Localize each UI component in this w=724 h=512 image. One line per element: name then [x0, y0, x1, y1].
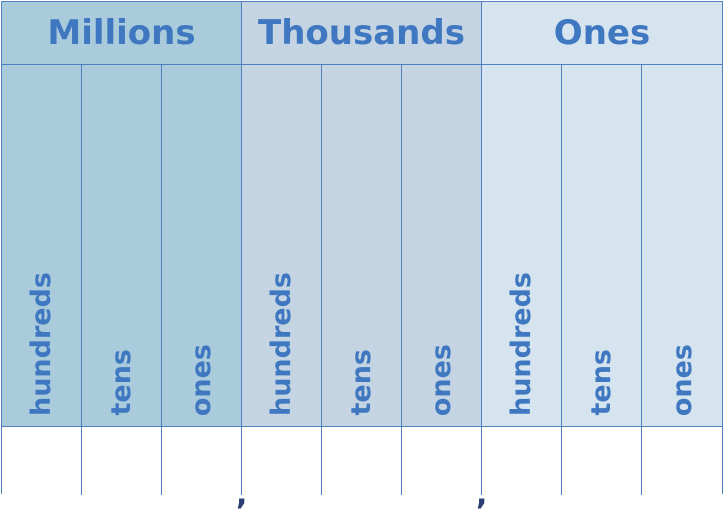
place-column-millions-tens: tens [82, 65, 162, 427]
place-value-chart: Millions Thousands Ones hundreds tens ones hun… [1, 1, 723, 495]
digit-box[interactable] [402, 427, 482, 495]
period-header-millions: Millions [2, 2, 242, 65]
digit-box[interactable] [162, 427, 242, 495]
place-column-thousands-ones: ones [402, 65, 482, 427]
place-column-thousands-hundreds: hundreds [242, 65, 322, 427]
millions-comma: , [236, 477, 248, 512]
place-label: hundreds [266, 271, 297, 416]
digit-box[interactable] [642, 427, 722, 495]
place-label: ones [426, 343, 457, 416]
digit-box[interactable] [562, 427, 642, 495]
thousands-comma: , [476, 477, 488, 512]
digit-box[interactable] [82, 427, 162, 495]
place-column-thousands-tens: tens [322, 65, 402, 427]
place-label: tens [586, 349, 617, 416]
digit-box[interactable] [322, 427, 402, 495]
place-column-ones-ones: ones [642, 65, 722, 427]
period-header-ones: Ones [482, 2, 722, 65]
digit-box[interactable] [482, 427, 562, 495]
place-label: hundreds [26, 271, 57, 416]
place-label: tens [346, 349, 377, 416]
period-header-thousands: Thousands [242, 2, 482, 65]
digit-box[interactable] [242, 427, 322, 495]
place-column-millions-hundreds: hundreds [2, 65, 82, 427]
place-column-millions-ones: ones [162, 65, 242, 427]
place-column-ones-tens: tens [562, 65, 642, 427]
place-label: tens [106, 349, 137, 416]
place-label: ones [666, 343, 698, 416]
place-label: ones [186, 343, 217, 416]
place-column-ones-hundreds: hundreds [482, 65, 562, 427]
place-label: hundreds [506, 271, 537, 416]
digit-box[interactable] [2, 427, 82, 495]
